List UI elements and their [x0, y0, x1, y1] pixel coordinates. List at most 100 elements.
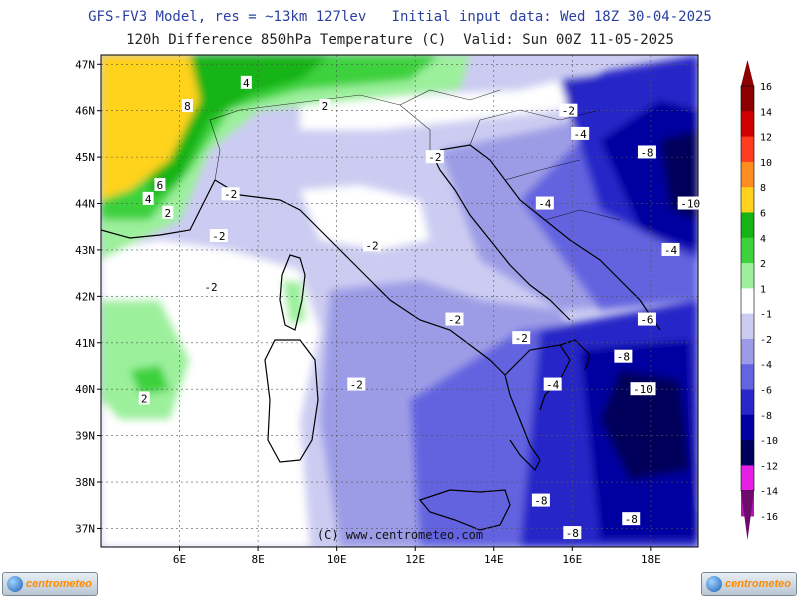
- contour-label-box: [531, 493, 550, 507]
- map-subtitle: 120h Difference 850hPa Temperature (C) V…: [126, 32, 674, 48]
- contour-label-box: [559, 103, 578, 117]
- contour-label: -4: [538, 198, 552, 211]
- contour-label: -2: [204, 281, 217, 294]
- copyright-text: (C) www.centrometeo.com: [317, 528, 483, 542]
- legend-swatch: [741, 414, 754, 441]
- contour-label-box: [347, 377, 366, 391]
- contour-label: 2: [141, 392, 148, 405]
- contour-label-box: [154, 177, 166, 191]
- coastline-corsica: [279, 254, 306, 331]
- lon-tick-label: 8E: [251, 553, 264, 566]
- contour-label-box: [363, 238, 382, 252]
- legend-top-arrow: [741, 60, 754, 86]
- contour-label: -4: [574, 128, 588, 141]
- contour-label: -2: [428, 151, 441, 164]
- contour-label: 2: [322, 100, 329, 113]
- contour-label: -2: [350, 379, 363, 392]
- legend-swatch: [741, 111, 754, 138]
- lat-tick-label: 45N: [75, 151, 95, 164]
- legend-label: 4: [760, 234, 766, 245]
- legend-label: -1: [760, 310, 772, 321]
- legend-swatch: [741, 440, 754, 466]
- contour-label: -8: [566, 527, 579, 540]
- legend-label: -4: [760, 360, 772, 371]
- lat-tick-label: 47N: [75, 58, 95, 71]
- legend-label: -10: [760, 436, 778, 447]
- contour-label-box: [425, 150, 444, 164]
- coastline-france: [101, 179, 216, 239]
- contour-label-box: [563, 526, 582, 540]
- lon-tick-label: 18E: [641, 553, 661, 566]
- legend-label: -12: [760, 461, 778, 472]
- contour-label-box: [221, 187, 240, 201]
- legend-swatch: [741, 313, 754, 340]
- legend-swatch: [741, 161, 754, 188]
- contour-label-box: [209, 229, 228, 243]
- legend-outline: [740, 85, 755, 492]
- color-legend: 16 14 12 10 8 6 4 2 1 -1 -2 -4 -6 -8 -10 -12 -14 -16: [740, 60, 778, 540]
- lat-tick-label: 40N: [75, 383, 95, 396]
- field-yellow-8: [101, 55, 200, 200]
- lat-tick-label: 39N: [75, 430, 95, 443]
- legend-swatch: [741, 389, 754, 416]
- contour-label-box: [637, 312, 656, 326]
- contour-label-box: [543, 377, 562, 391]
- field-blue-10: [600, 370, 690, 480]
- legend-swatch: [741, 465, 754, 492]
- legend-label: 6: [760, 208, 766, 219]
- contour-label: -8: [617, 351, 630, 364]
- logo-word: centrometeo: [26, 578, 93, 590]
- legend-swatch: [741, 86, 754, 112]
- legend-label: -8: [760, 411, 772, 422]
- legend-label: -6: [760, 386, 772, 397]
- legend-swatch: [741, 136, 754, 163]
- centrometeo-logo-left: centrometeo: [2, 572, 98, 596]
- contour-label-box: [162, 205, 174, 219]
- contour-label: -8: [625, 513, 638, 526]
- contour-label: -4: [546, 379, 560, 392]
- national-borders: [209, 89, 621, 221]
- contour-label-box: [201, 280, 220, 294]
- legend-label: 12: [760, 133, 772, 144]
- field-green-4-blob: [130, 365, 170, 395]
- legend-label: 8: [760, 183, 766, 194]
- contour-label-box: [622, 512, 641, 526]
- globe-icon: [706, 576, 722, 592]
- contour-label: -2: [365, 239, 378, 252]
- legend-label: 16: [760, 82, 772, 93]
- contour-label-box: [614, 349, 633, 363]
- contour-label: -2: [448, 314, 461, 327]
- lon-tick-label: 10E: [327, 553, 347, 566]
- legend-swatch: [741, 288, 754, 315]
- map-frame: [100, 54, 699, 548]
- lon-tick-label: 16E: [562, 553, 582, 566]
- contour-label: 4: [145, 193, 152, 206]
- lat-tick-label: 41N: [75, 337, 95, 350]
- contour-label-box: [661, 242, 680, 256]
- contour-label: -10: [633, 383, 653, 396]
- contour-label-box: [138, 391, 150, 405]
- lat-tick-label: 46N: [75, 105, 95, 118]
- legend-swatch: [741, 187, 754, 213]
- contour-label: -6: [640, 314, 653, 327]
- lat-tick-label: 38N: [75, 476, 95, 489]
- field-white-north: [300, 70, 600, 130]
- grid-lines: [101, 55, 698, 547]
- contour-label-box: [445, 312, 464, 326]
- lon-tick-label: 12E: [405, 553, 425, 566]
- lon-tick-label: 14E: [484, 553, 504, 566]
- lon-tick-label: 6E: [173, 553, 186, 566]
- map-title: GFS-FV3 Model, res = ~13km 127lev Initia…: [88, 9, 712, 25]
- legend-swatch: [741, 212, 754, 239]
- legend-label: 2: [760, 259, 766, 270]
- contour-label-box: [240, 75, 252, 89]
- contour-label-box: [630, 382, 656, 396]
- contour-label-box: [181, 99, 193, 113]
- legend-label: -14: [760, 487, 778, 498]
- contour-label: -4: [664, 244, 678, 257]
- lat-tick-label: 43N: [75, 244, 95, 257]
- contour-label-box: [512, 331, 531, 345]
- contour-label-box: [535, 196, 554, 210]
- axis-ticks: 6E 8E 10E 12E 14E 16E 18E 37N 38N 39N 40N 41N 42N 43N…: [75, 58, 661, 566]
